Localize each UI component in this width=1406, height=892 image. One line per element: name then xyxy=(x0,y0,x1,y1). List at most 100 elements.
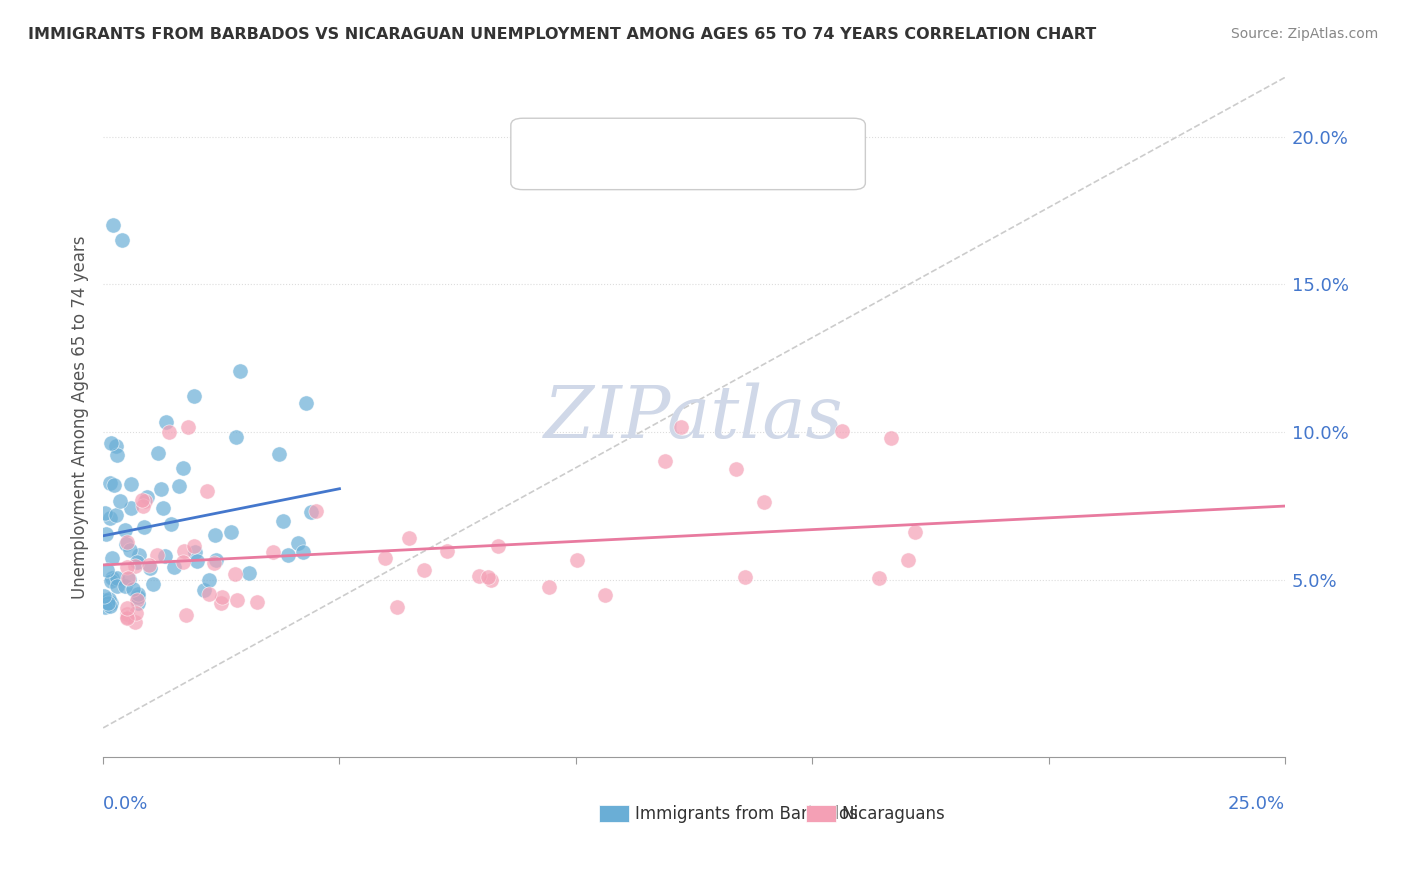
Point xyxy=(93,590,115,604)
Point xyxy=(115,560,138,574)
Point xyxy=(224,567,246,582)
Point xyxy=(204,553,226,567)
Text: 25.0%: 25.0% xyxy=(1227,795,1285,813)
Bar xyxy=(806,805,835,822)
Point xyxy=(97,596,120,610)
Point xyxy=(134,494,156,508)
Point xyxy=(115,607,138,621)
Point xyxy=(287,536,309,550)
Point xyxy=(831,425,853,439)
Point xyxy=(105,448,128,462)
Point xyxy=(202,556,225,570)
Point xyxy=(114,524,136,538)
Point xyxy=(593,588,616,602)
Y-axis label: Unemployment Among Ages 65 to 74 years: Unemployment Among Ages 65 to 74 years xyxy=(72,235,89,599)
Point xyxy=(117,571,139,585)
Point xyxy=(654,453,676,467)
Point xyxy=(100,574,122,588)
Point xyxy=(150,483,173,497)
Point xyxy=(173,544,195,558)
Point xyxy=(211,590,233,604)
Point xyxy=(880,432,903,446)
Text: 0.0%: 0.0% xyxy=(103,795,149,813)
Point xyxy=(115,537,138,551)
Point xyxy=(374,551,396,566)
Point xyxy=(184,545,207,559)
Point xyxy=(262,545,284,559)
Text: Source: ZipAtlas.com: Source: ZipAtlas.com xyxy=(1230,27,1378,41)
Point xyxy=(127,591,149,605)
Point xyxy=(186,554,208,568)
Point xyxy=(172,461,194,475)
Point xyxy=(128,549,150,563)
Point xyxy=(299,505,322,519)
Text: IMMIGRANTS FROM BARBADOS VS NICARAGUAN UNEMPLOYMENT AMONG AGES 65 TO 74 YEARS CO: IMMIGRANTS FROM BARBADOS VS NICARAGUAN U… xyxy=(28,27,1097,42)
Point xyxy=(163,560,186,574)
Point xyxy=(159,517,181,532)
Point xyxy=(167,479,190,493)
Text: R = 0.155   N = 69: R = 0.155 N = 69 xyxy=(564,129,747,148)
Point xyxy=(94,527,117,541)
Point xyxy=(413,563,436,577)
Text: Immigrants from Barbados: Immigrants from Barbados xyxy=(636,805,858,823)
Point xyxy=(135,490,157,504)
Point xyxy=(111,233,134,247)
Point xyxy=(305,504,328,518)
Point xyxy=(467,569,489,583)
Point xyxy=(195,484,218,499)
Point xyxy=(477,570,499,584)
Point xyxy=(131,493,153,508)
Point xyxy=(291,545,314,559)
Point xyxy=(115,611,138,625)
Point xyxy=(193,582,215,597)
Point xyxy=(98,599,121,613)
Point xyxy=(183,389,205,403)
Point xyxy=(565,553,588,567)
Point xyxy=(96,563,118,577)
Point xyxy=(724,462,747,476)
FancyBboxPatch shape xyxy=(510,119,865,190)
Point xyxy=(134,520,156,534)
Point xyxy=(183,539,205,553)
Point xyxy=(93,593,115,607)
Point xyxy=(157,425,180,440)
Point xyxy=(105,508,128,522)
Point xyxy=(100,596,122,610)
Point xyxy=(146,446,169,460)
Point xyxy=(436,544,458,558)
Point xyxy=(276,549,298,563)
Point xyxy=(132,499,155,513)
Point xyxy=(174,607,197,622)
Point xyxy=(669,420,692,434)
Point xyxy=(177,420,200,434)
Point xyxy=(146,548,169,562)
Point xyxy=(115,535,138,549)
Point xyxy=(110,493,132,508)
Point xyxy=(114,579,136,593)
Point xyxy=(98,510,121,524)
Point xyxy=(101,571,124,585)
Bar xyxy=(599,805,628,822)
Point xyxy=(209,596,232,610)
Point xyxy=(118,572,141,586)
Point xyxy=(105,439,128,453)
Point xyxy=(398,532,420,546)
Point xyxy=(155,415,177,429)
Point xyxy=(142,576,165,591)
Text: Nicaraguans: Nicaraguans xyxy=(842,805,945,823)
Point xyxy=(538,580,561,594)
Point xyxy=(229,364,252,378)
Text: ZIPatlas: ZIPatlas xyxy=(544,382,844,453)
Point xyxy=(120,500,142,515)
Point xyxy=(486,539,509,553)
Point xyxy=(128,587,150,601)
Point xyxy=(198,573,221,587)
Point xyxy=(295,396,318,410)
Point xyxy=(225,593,247,607)
Point xyxy=(122,582,145,596)
Point xyxy=(105,579,128,593)
Point xyxy=(94,600,117,615)
Point xyxy=(125,606,148,620)
Point xyxy=(124,615,146,629)
Text: R = 0.232   N = 54: R = 0.232 N = 54 xyxy=(564,157,747,175)
